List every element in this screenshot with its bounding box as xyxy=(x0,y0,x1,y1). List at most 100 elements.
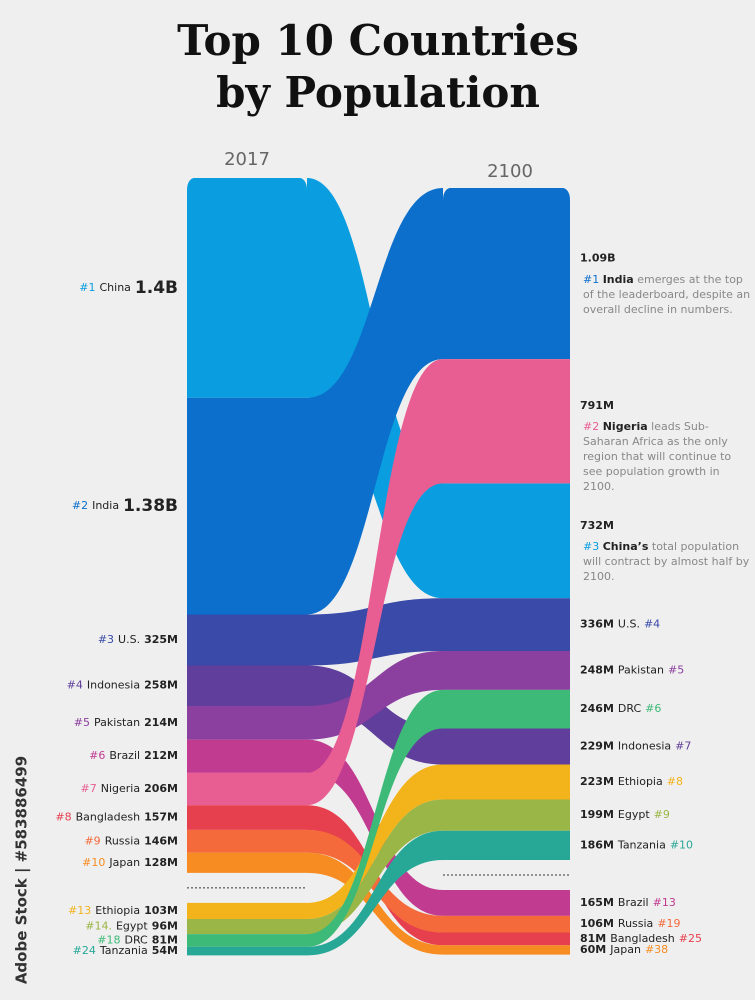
value-label: 54M xyxy=(152,944,178,957)
left-label: #2 India 1.38B xyxy=(72,496,178,516)
rank: #4 xyxy=(644,618,660,631)
rank: #10 xyxy=(82,856,105,869)
value-label: 258M xyxy=(144,679,178,692)
country: Japan xyxy=(609,943,641,956)
rank: #6 xyxy=(89,749,105,762)
value-label: 186M xyxy=(580,838,614,851)
note-rank: #1 xyxy=(583,272,600,286)
left-label: #24 Tanzania 54M xyxy=(73,944,178,957)
title-line: by Population xyxy=(216,68,540,117)
rank: #8 xyxy=(55,811,71,824)
right-label: 199M Egypt #9 xyxy=(580,808,670,821)
corner-mask xyxy=(558,187,570,200)
value-label: 81M xyxy=(580,932,606,945)
left-label: #1 China 1.4B xyxy=(79,278,178,298)
country: China xyxy=(100,281,131,294)
value-label: 206M xyxy=(144,782,178,795)
flow xyxy=(187,830,570,956)
country: Ethiopia xyxy=(95,904,140,917)
corner-mask xyxy=(443,187,455,200)
value-label: 1.38B xyxy=(123,496,178,516)
value-label: 103M xyxy=(144,904,178,917)
left-label: #9 Russia 146M xyxy=(84,834,178,847)
corner-mask xyxy=(295,177,307,190)
value-label: 1.4B xyxy=(135,278,178,298)
right-label: 223M Ethiopia #8 xyxy=(580,775,683,788)
country: DRC xyxy=(124,933,148,946)
note-name: China’s xyxy=(602,539,649,553)
rank: #10 xyxy=(670,838,693,851)
rank: #38 xyxy=(645,943,668,956)
column-label: 2017 xyxy=(224,149,270,170)
flow xyxy=(187,665,570,765)
note-text: leads Sub-Saharan Africa as the only reg… xyxy=(583,420,732,494)
country: Russia xyxy=(618,917,653,930)
value-label: 81M xyxy=(152,933,178,946)
value-label: 223M xyxy=(580,775,614,788)
flow xyxy=(187,598,570,666)
rank: #5 xyxy=(74,716,90,729)
country: Egypt xyxy=(618,808,650,821)
flow xyxy=(187,188,570,615)
rank: #5 xyxy=(668,663,684,676)
left-label: #10 Japan 128M xyxy=(82,856,178,869)
value-label: 60M xyxy=(580,943,606,956)
left-label: #4 Indonesia 258M xyxy=(67,679,178,692)
country: Bangladesh xyxy=(610,932,675,945)
right-label: 336M U.S. #4 xyxy=(580,618,660,631)
value-label: 157M xyxy=(144,811,178,824)
country: Indonesia xyxy=(618,740,671,753)
rank: #14. xyxy=(85,920,112,933)
note-name: India xyxy=(602,272,634,286)
country: Ethiopia xyxy=(618,775,663,788)
flow xyxy=(187,764,570,920)
left-label: #7 Nigeria 206M xyxy=(81,782,179,795)
value-label: 146M xyxy=(144,834,178,847)
country: Tanzania xyxy=(617,838,666,851)
value-label: 212M xyxy=(144,749,178,762)
value-label: 214M xyxy=(144,716,178,729)
rank: #3 xyxy=(98,633,114,646)
country: India xyxy=(92,499,119,512)
corner-mask xyxy=(187,177,199,190)
value-label: 199M xyxy=(580,808,614,821)
flow xyxy=(187,359,570,806)
flow xyxy=(187,829,570,933)
rank: #18 xyxy=(97,933,120,946)
country: DRC xyxy=(618,702,642,715)
rank: #6 xyxy=(645,702,661,715)
right-label: 229M Indonesia #7 xyxy=(580,740,691,753)
flow xyxy=(187,805,570,946)
right-value-label: 732M xyxy=(580,519,614,532)
value-label: 229M xyxy=(580,740,614,753)
note-name: Nigeria xyxy=(602,420,648,434)
flow xyxy=(187,852,570,955)
country: Egypt xyxy=(116,920,148,933)
left-label: #14. Egypt 96M xyxy=(85,920,178,933)
value-label: 325M xyxy=(144,633,178,646)
left-label: #18 DRC 81M xyxy=(97,933,178,946)
left-label: #13 Ethiopia 103M xyxy=(68,904,178,917)
note-text: total population will contract by almost… xyxy=(583,539,750,583)
flow xyxy=(187,650,570,740)
country: Pakistan xyxy=(618,663,664,676)
country: Brazil xyxy=(109,749,140,762)
country: U.S. xyxy=(118,633,140,646)
left-label: #8 Bangladesh 157M xyxy=(55,811,178,824)
value-label: 128M xyxy=(144,856,178,869)
country: Nigeria xyxy=(101,782,140,795)
note-rank: #3 xyxy=(583,539,600,553)
right-label: 60M Japan #38 xyxy=(580,943,668,956)
right-label: 246M DRC #6 xyxy=(580,702,661,715)
value-label: 96M xyxy=(152,920,178,933)
rank: #9 xyxy=(654,808,670,821)
value-label: 106M xyxy=(580,917,614,930)
country: Pakistan xyxy=(94,716,140,729)
note: #3 China’s total population will contrac… xyxy=(583,539,753,584)
country: Bangladesh xyxy=(76,811,141,824)
country: Tanzania xyxy=(99,944,148,957)
watermark: Adobe Stock | #583886499 xyxy=(13,756,32,984)
right-label: 186M Tanzania #10 xyxy=(580,838,693,851)
value-label: 165M xyxy=(580,896,614,909)
